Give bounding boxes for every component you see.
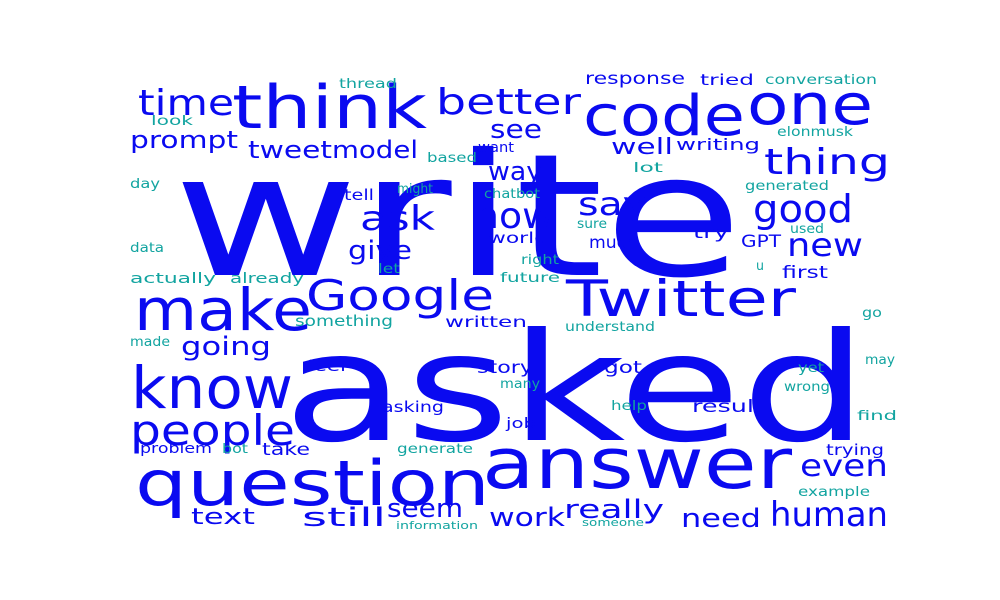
word: ask — [360, 199, 435, 239]
word: model — [332, 136, 418, 164]
word: well — [611, 135, 673, 160]
word: Google — [306, 271, 494, 320]
word: way — [488, 157, 542, 187]
word: look — [151, 114, 194, 129]
word: think — [232, 73, 427, 143]
word: trying — [826, 441, 884, 459]
word: problem — [140, 441, 212, 457]
word: sure — [577, 217, 607, 232]
word: prompt — [130, 126, 238, 154]
word: write — [173, 118, 743, 316]
word: go — [862, 306, 882, 321]
word: thread — [339, 77, 397, 92]
word: asked — [283, 302, 868, 476]
word: make — [134, 276, 312, 344]
word: example — [798, 485, 870, 500]
word: might — [397, 182, 433, 197]
word: bot — [222, 442, 248, 457]
word: know — [131, 354, 293, 422]
word: still — [302, 503, 386, 533]
word: question — [135, 447, 490, 520]
word: thing — [764, 142, 890, 183]
word: generate — [397, 442, 473, 457]
word: give — [348, 236, 412, 266]
word: going — [181, 332, 271, 362]
word: understand — [565, 320, 655, 335]
word: one — [747, 73, 873, 138]
word: Twitter — [565, 270, 797, 328]
word: world — [488, 229, 548, 247]
word: help — [611, 399, 647, 414]
word: tried — [700, 71, 754, 89]
word: see — [490, 115, 542, 145]
word: asking — [382, 398, 444, 416]
word: many — [500, 377, 540, 392]
word: yet — [798, 361, 824, 376]
word: based — [427, 151, 477, 166]
word: something — [295, 312, 393, 330]
word: find — [857, 409, 897, 424]
word: really — [564, 495, 664, 525]
word: day — [130, 177, 160, 192]
word: say — [578, 185, 646, 223]
word: even — [800, 449, 888, 484]
word: good — [753, 187, 853, 231]
word: writing — [676, 135, 760, 154]
word: data — [130, 241, 164, 256]
word: got — [604, 358, 642, 378]
word: someone — [582, 516, 644, 529]
word: generated — [745, 179, 829, 194]
word: new — [787, 226, 863, 264]
word: human — [770, 495, 888, 535]
word: result — [692, 397, 764, 417]
word: answer — [482, 423, 792, 505]
word: made — [130, 335, 170, 350]
word: tweet — [248, 136, 332, 164]
word: text — [191, 505, 256, 530]
word: work — [489, 503, 565, 533]
word: much — [589, 233, 637, 253]
word: need — [681, 504, 761, 534]
word: code — [583, 84, 745, 149]
word: response — [585, 69, 685, 89]
word: let — [378, 262, 400, 277]
word: time — [138, 83, 234, 124]
word: future — [500, 271, 560, 286]
word: GPT — [741, 232, 782, 252]
word: u — [756, 259, 764, 274]
word: conversation — [765, 73, 877, 88]
word: wrong — [784, 380, 830, 395]
word: right — [521, 253, 559, 268]
word: used — [790, 222, 824, 237]
word: first — [782, 263, 828, 283]
word: people — [130, 406, 295, 455]
word: tell — [344, 186, 374, 204]
word: written — [445, 313, 527, 331]
word: try — [693, 223, 729, 243]
word: job — [505, 416, 537, 432]
word: chatbot — [484, 187, 540, 202]
word: now — [475, 196, 553, 237]
word: already — [230, 271, 304, 287]
word: actually — [130, 271, 216, 287]
word: better — [436, 82, 581, 123]
word: take — [262, 440, 310, 460]
word: want — [478, 140, 515, 156]
word: lot — [633, 161, 663, 176]
word: information — [396, 519, 478, 532]
word: may — [865, 353, 895, 368]
word: seem — [387, 494, 463, 524]
word: feel — [306, 357, 346, 375]
word: elonmusk — [777, 125, 854, 140]
word: story — [477, 358, 533, 378]
